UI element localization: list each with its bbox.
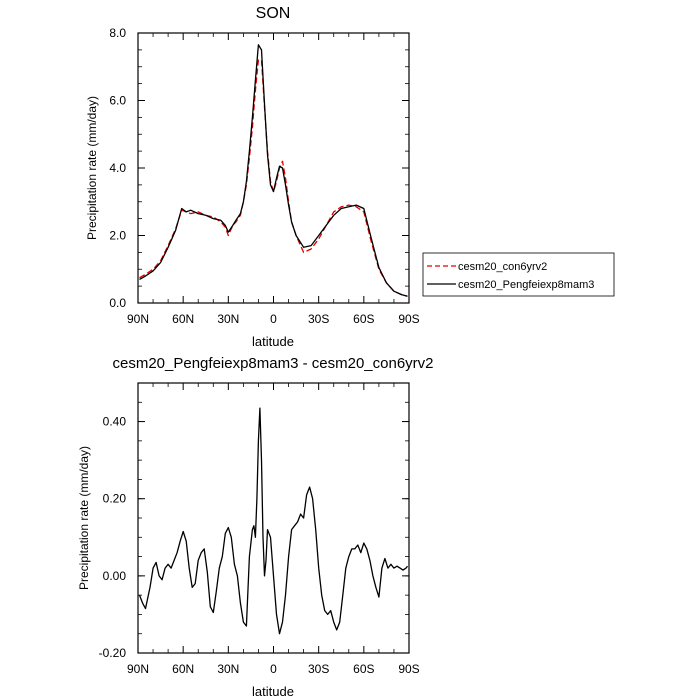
y-tick-label: 0.40	[103, 415, 127, 429]
top-plot-frame	[137, 32, 410, 304]
x-tick-label: 30S	[308, 312, 329, 326]
difference-panel: cesm20_Pengfeiexp8mam3 - cesm20_con6yrv2…	[77, 355, 434, 699]
x-tick-label: 0	[270, 312, 277, 326]
y-tick-label: 6.0	[109, 94, 126, 108]
legend-label-pengfeiexp8mam3: cesm20_Pengfeiexp8mam3	[458, 279, 594, 291]
y-tick-label: -0.20	[99, 646, 127, 660]
top-panel-title: SON	[256, 5, 291, 22]
legend-box	[422, 252, 615, 297]
x-tick-label: 30S	[308, 662, 329, 676]
y-tick-label: 0.20	[103, 492, 127, 506]
series-line-cesm20-pengfeiexp8mam3	[139, 44, 408, 297]
legend: cesm20_con6yrv2 cesm20_Pengfeiexp8mam3	[422, 252, 615, 297]
y-tick-label: 0.00	[103, 569, 127, 583]
y-tick-label: 4.0	[109, 161, 126, 175]
x-tick-label: 90N	[127, 662, 149, 676]
x-tick-label: 60S	[353, 662, 374, 676]
top-y-axis-label: Precipitation rate (mm/day)	[85, 96, 99, 240]
x-tick-label: 90S	[398, 662, 419, 676]
bottom-series-group	[138, 407, 409, 635]
top-x-axis-label: latitude	[252, 334, 294, 349]
y-tick-label: 2.0	[109, 229, 126, 243]
y-tick-label: 8.0	[109, 26, 126, 40]
series-line-difference	[138, 407, 409, 635]
x-tick-label: 0	[270, 662, 277, 676]
top-ticks: 90N 60N 30N 0 30S 60S 90S 0.0 2.0 4.0 6.0 8.0	[109, 26, 419, 326]
x-tick-label: 60N	[172, 662, 194, 676]
x-tick-label: 60N	[172, 312, 194, 326]
x-tick-label: 60S	[353, 312, 374, 326]
series-line-cesm20-con6yrv2	[139, 59, 408, 297]
legend-label-con6yrv2: cesm20_con6yrv2	[458, 261, 547, 273]
bottom-plot-frame	[137, 382, 410, 654]
x-tick-label: 90S	[398, 312, 419, 326]
bottom-y-axis-label: Precipitation rate (mm/day)	[77, 446, 91, 590]
x-tick-label: 30N	[217, 662, 239, 676]
y-tick-label: 0.0	[109, 296, 126, 310]
x-tick-label: 90N	[127, 312, 149, 326]
bottom-panel-title: cesm20_Pengfeiexp8mam3 - cesm20_con6yrv2	[113, 355, 434, 372]
precipitation-panel: SON 90N 60N 30N 0 30S 60S 90S 0.0 2.0 4.0 6.0 8.0 l…	[85, 5, 420, 349]
x-tick-label: 30N	[217, 312, 239, 326]
top-series-group	[139, 44, 408, 297]
bottom-x-axis-label: latitude	[252, 684, 294, 699]
